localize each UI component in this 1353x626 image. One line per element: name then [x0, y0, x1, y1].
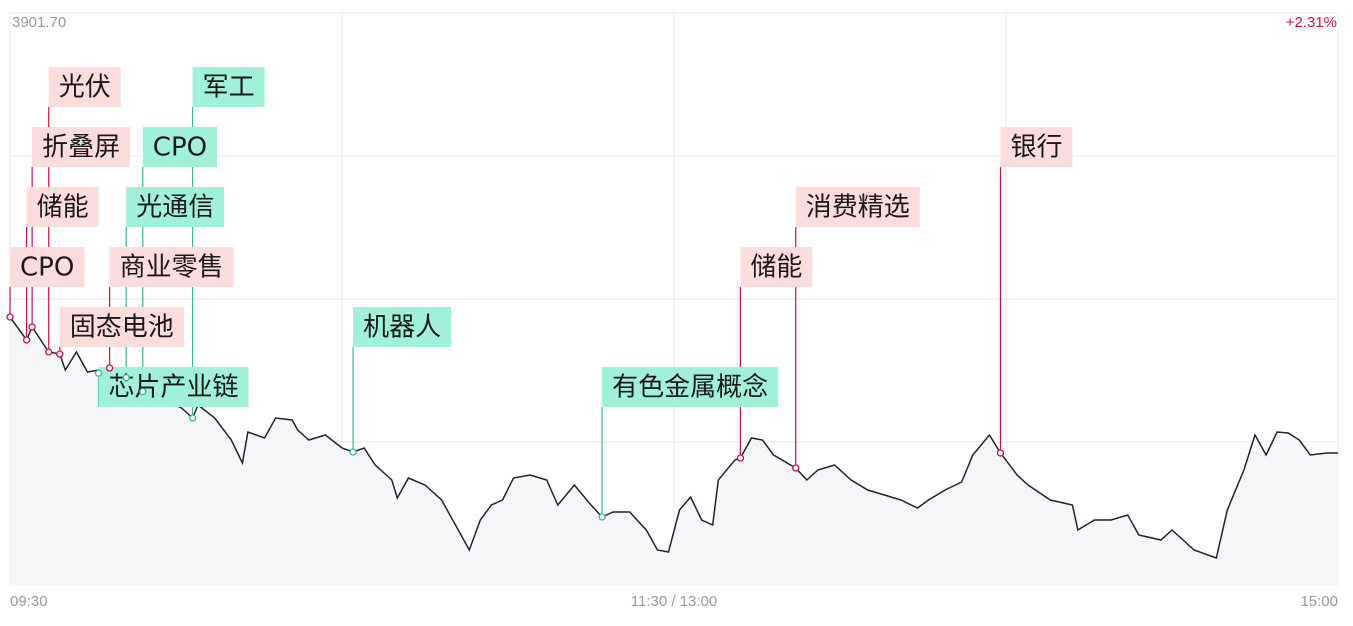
annotation-point: [22, 336, 31, 344]
annotation: 商业零售: [109, 247, 234, 287]
annotation: 银行: [1000, 127, 1073, 167]
annotation-point: [792, 464, 800, 472]
annotation-label: CPO: [153, 133, 207, 163]
annotation-point: [996, 449, 1005, 457]
annotation-box: [192, 67, 265, 107]
price-line: [9, 316, 1338, 559]
annotation: 储能: [740, 247, 813, 287]
annotation-box: [26, 187, 99, 227]
annotation-label: 固态电池: [70, 313, 174, 343]
annotation-box: [48, 67, 121, 107]
annotation-box: [353, 307, 452, 347]
annotation-label: 消费精选: [806, 193, 910, 223]
annotation-point: [28, 323, 36, 331]
annotation-point: [6, 313, 14, 321]
annotation-label: CPO: [20, 253, 74, 283]
annotation-point: [105, 364, 114, 372]
annotation-label: 银行: [1010, 133, 1062, 163]
annotation-label: 光伏: [59, 73, 111, 103]
annotation-box: [602, 367, 779, 407]
area: [10, 317, 1338, 585]
annotation-point: [598, 513, 606, 521]
annotation: 光通信: [126, 187, 225, 227]
annotation-box: [109, 247, 234, 287]
annotation-label: 军工: [203, 73, 255, 103]
annotation-box: [59, 307, 184, 347]
annotation-box: [1000, 127, 1073, 167]
annotation-label: 储能: [750, 253, 802, 283]
annotation-box: [740, 247, 813, 287]
annotation-box: [98, 367, 249, 407]
annotation-label: 光通信: [136, 193, 214, 223]
annotation: 机器人: [353, 307, 452, 347]
annotation: 芯片产业链: [98, 367, 249, 407]
x-tick-label: 09:30: [10, 593, 48, 610]
annotation-point: [94, 369, 103, 377]
annotation-label: 储能: [37, 193, 89, 223]
y2-tick-label: +2.31%: [1286, 14, 1337, 31]
x-tick-label: 11:30 / 13:00: [631, 593, 717, 610]
annotation-point: [188, 414, 197, 422]
annotation: 光伏: [48, 67, 121, 107]
annotation: CPO: [142, 127, 218, 167]
annotation: CPO: [10, 247, 85, 287]
annotation-point: [45, 348, 53, 356]
y-tick-label: 3901.70: [12, 14, 66, 31]
annotation-label: 有色金属概念: [612, 373, 768, 403]
annotation-box: [32, 127, 131, 167]
annotation-box: [126, 187, 225, 227]
annotation-point: [736, 454, 745, 462]
annotation-box: [10, 247, 85, 287]
annotation-label: 商业零售: [120, 253, 224, 283]
annotation-box: [795, 187, 920, 227]
annotation: 固态电池: [59, 307, 184, 347]
annotation: 军工: [192, 67, 265, 107]
x-tick-label: 15:00: [1300, 593, 1338, 610]
annotation: 有色金属概念: [602, 367, 779, 407]
annotation-point: [349, 448, 357, 456]
annotation: 折叠屏: [32, 127, 131, 167]
annotation-box: [142, 127, 218, 167]
annotation: 储能: [26, 187, 99, 227]
annotation-label: 折叠屏: [42, 133, 120, 163]
annotation-label: 芯片产业链: [109, 373, 239, 403]
annotation: 消费精选: [795, 187, 920, 227]
annotation-point: [139, 388, 147, 396]
annotation-dots: [6, 313, 1005, 521]
annotation-point: [122, 374, 130, 382]
annotation-label: 机器人: [363, 313, 441, 343]
annotation-point: [56, 350, 64, 358]
